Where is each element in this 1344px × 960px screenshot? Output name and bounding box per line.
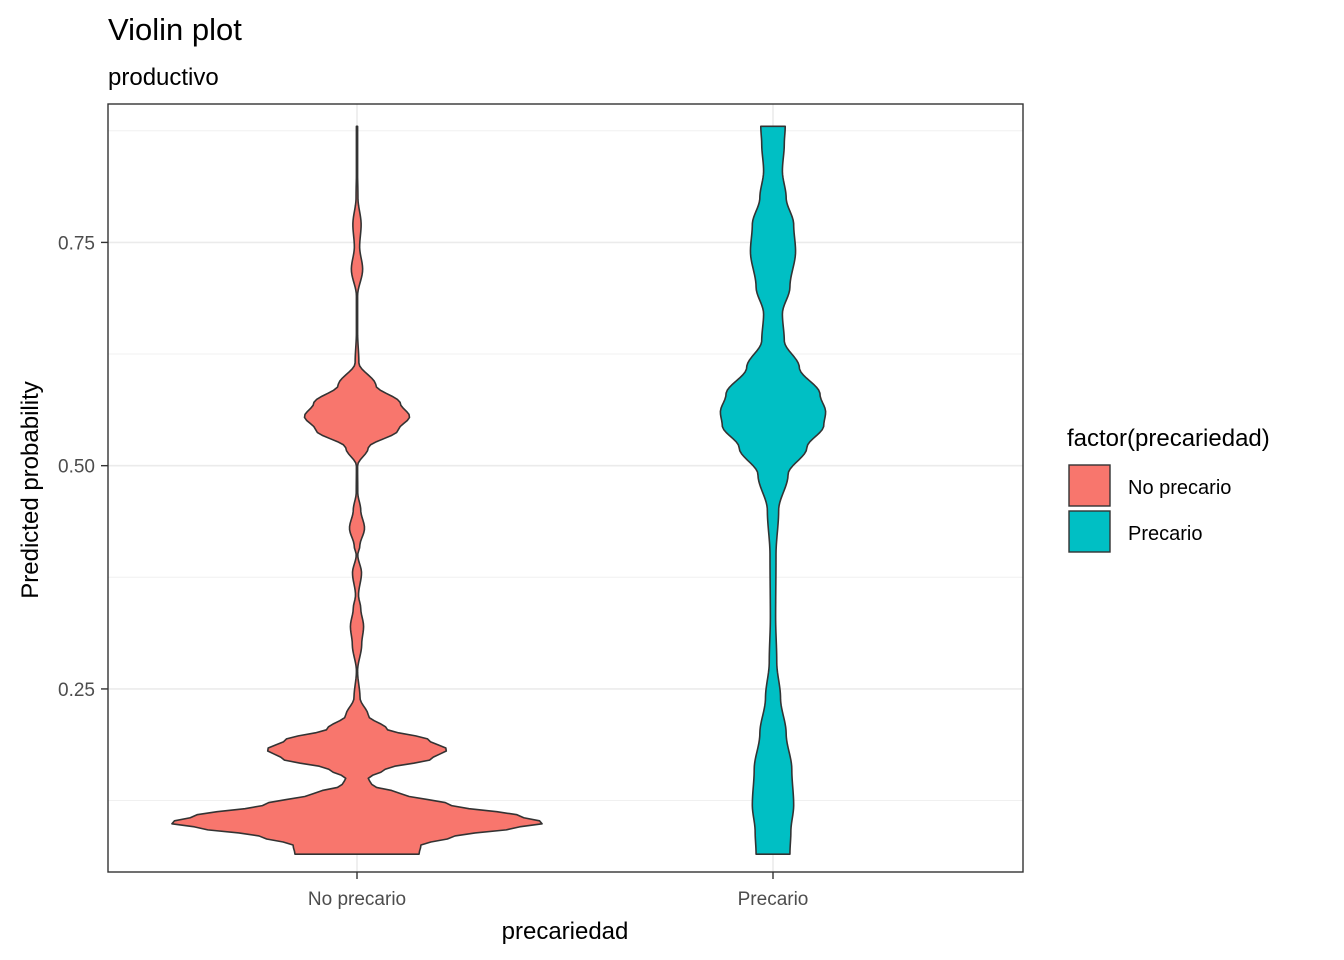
y-axis-title: Predicted probability — [17, 381, 44, 598]
violin-precario — [719, 125, 827, 855]
legend-entries: No precario Precario — [1068, 464, 1231, 553]
y-tick-label: 0.50 — [58, 457, 95, 478]
y-tick-label: 0.75 — [58, 233, 95, 254]
violin-layer — [171, 125, 827, 855]
x-tick-label: No precario — [308, 889, 406, 910]
plot-panel — [108, 104, 1023, 872]
x-axis-title: precariedad — [502, 918, 629, 945]
y-tick-label: 0.25 — [58, 680, 95, 701]
legend-title: factor(precariedad) — [1067, 425, 1270, 452]
chart-title: Violin plot — [108, 12, 242, 47]
x-tick-label: Precario — [738, 889, 809, 910]
legend-key-precario — [1068, 510, 1111, 553]
axes: 0.25 0.50 0.75 No precario Precario — [58, 233, 808, 910]
legend-label: Precario — [1128, 523, 1202, 545]
legend-key-no-precario — [1068, 464, 1111, 507]
chart-subtitle: productivo — [108, 64, 219, 91]
panel-background — [108, 104, 1023, 872]
panel-border — [107, 103, 1024, 873]
legend: factor(precariedad) No precario Precario — [1067, 425, 1270, 553]
legend-label: No precario — [1128, 477, 1231, 499]
violin-no-precario — [171, 125, 543, 855]
